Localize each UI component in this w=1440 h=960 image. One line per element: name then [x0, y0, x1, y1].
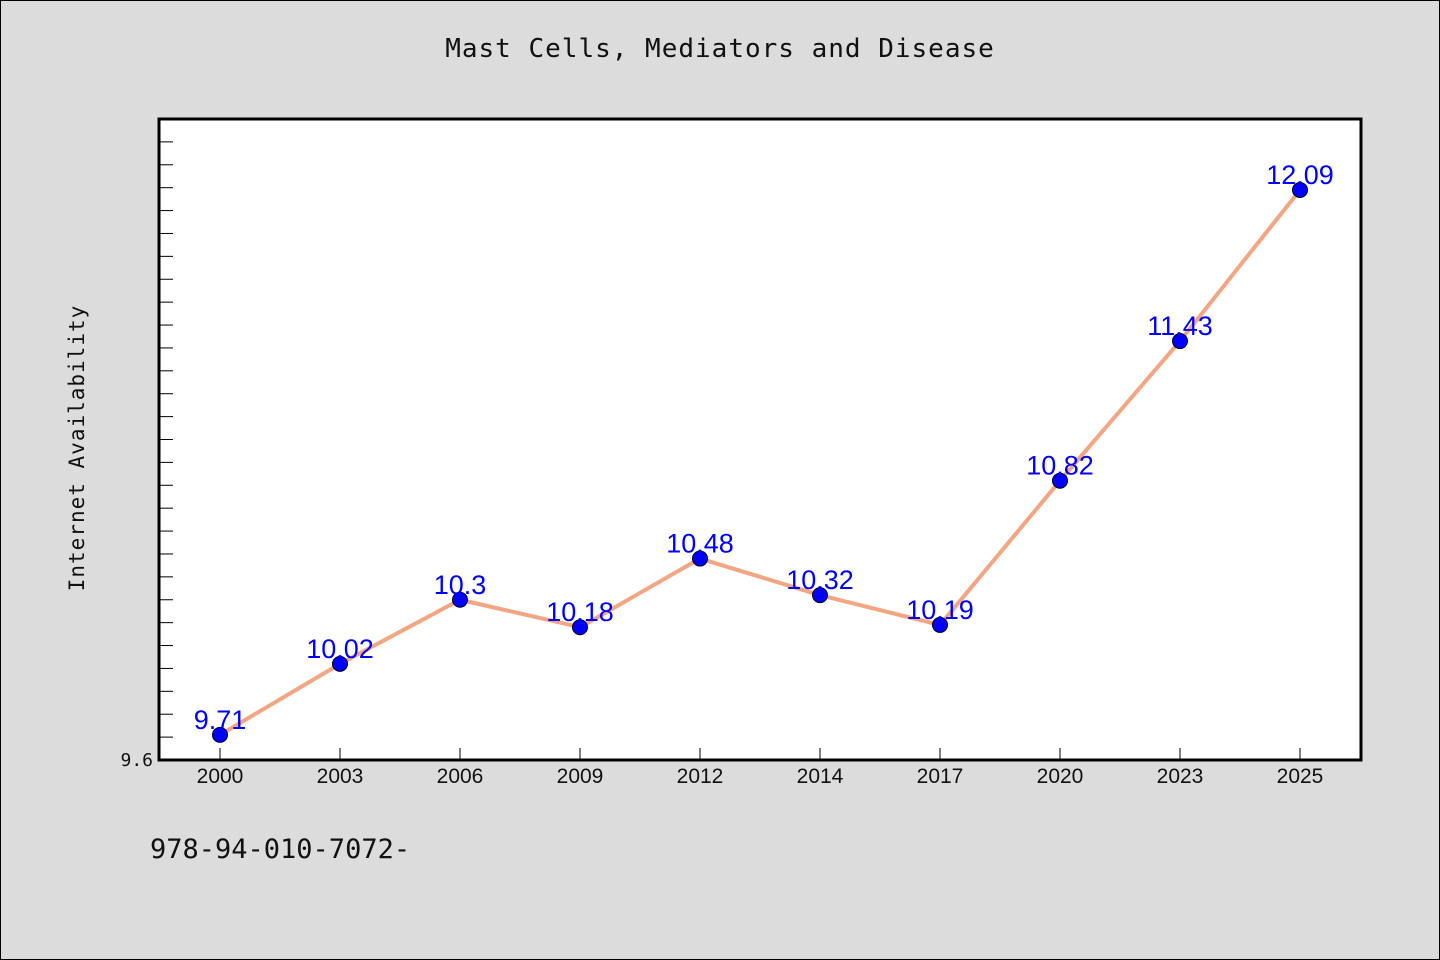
- data-label: 10.48: [666, 529, 734, 559]
- chart-title: Mast Cells, Mediators and Disease: [445, 34, 995, 64]
- x-tick-label: 2014: [797, 765, 844, 788]
- data-label: 12.09: [1266, 160, 1334, 190]
- x-tick-label: 2000: [197, 765, 244, 788]
- data-label: 10.18: [546, 597, 614, 627]
- x-tick-label: 2023: [1157, 765, 1204, 788]
- x-tick-label: 2012: [677, 765, 724, 788]
- data-labels-layer: 9.71 10.02 10.3 10.18 10.48 10.32 10.19 10.82 11…: [194, 160, 1334, 735]
- series-layer: [212, 181, 1308, 743]
- data-label: 9.71: [194, 705, 247, 735]
- x-tick-label: 2017: [917, 765, 964, 788]
- data-point: [692, 550, 708, 567]
- x-tick-label: 2009: [557, 765, 604, 788]
- data-point: [452, 591, 468, 608]
- data-label: 10.3: [434, 570, 487, 600]
- data-point: [572, 619, 588, 636]
- data-label: 10.82: [1026, 451, 1094, 481]
- data-point: [1172, 333, 1188, 350]
- data-label: 10.02: [306, 634, 374, 664]
- data-point: [1292, 181, 1308, 198]
- isbn-text: 978-94-010-7072-: [150, 834, 411, 865]
- series-line: [218, 187, 1302, 737]
- data-point: [1052, 472, 1068, 489]
- x-tick-label: 2003: [317, 765, 364, 788]
- data-point: [212, 726, 228, 743]
- data-point: [332, 655, 348, 672]
- x-tick-label: 2020: [1037, 765, 1084, 788]
- y-tick-label: 9.6: [120, 750, 153, 771]
- x-tick-label: 2025: [1277, 765, 1324, 788]
- y-axis-ticks: 9.6: [120, 141, 173, 771]
- x-axis-ticks: 2000 2003 2006 2009 2012 2014 2017 2020 2023 2025: [197, 748, 1324, 788]
- data-point: [812, 587, 828, 604]
- data-label: 10.19: [906, 595, 974, 625]
- data-label: 11.43: [1147, 311, 1213, 341]
- x-tick-label: 2006: [437, 765, 484, 788]
- data-label: 10.32: [786, 565, 854, 595]
- data-point: [932, 616, 948, 633]
